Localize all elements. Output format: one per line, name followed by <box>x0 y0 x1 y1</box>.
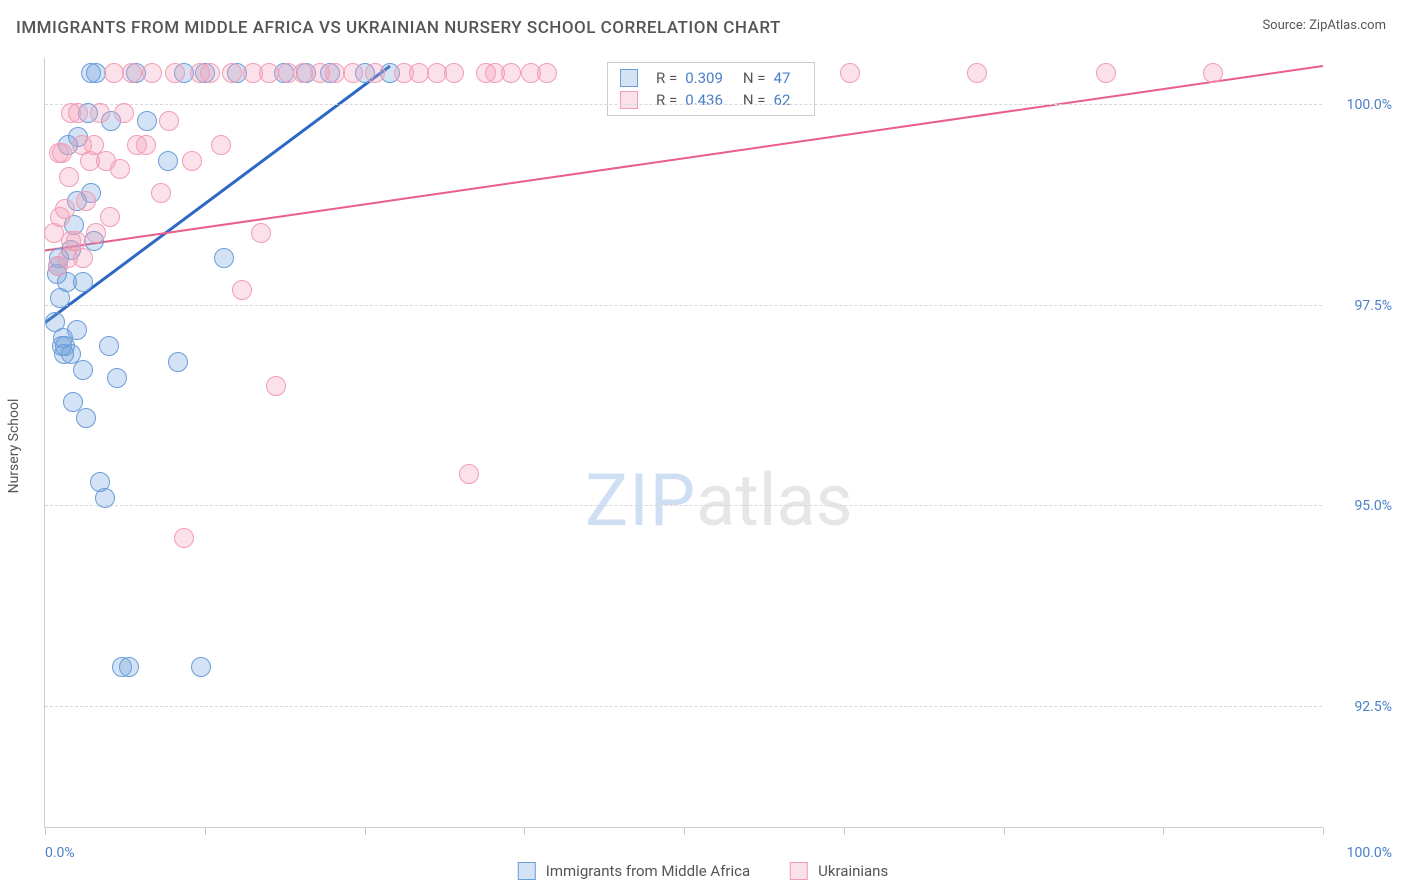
data-point <box>1096 63 1116 83</box>
data-point <box>1203 63 1223 83</box>
stat-r-label: R = <box>656 91 677 109</box>
trend-lines-svg <box>45 58 1323 828</box>
x-tick <box>205 827 206 835</box>
stat-n-value: 47 <box>774 69 791 87</box>
grid-line <box>45 104 1322 105</box>
data-point <box>68 103 88 123</box>
data-point <box>191 657 211 677</box>
x-tick <box>365 827 366 835</box>
data-point <box>122 63 142 83</box>
source-attribution: Source: ZipAtlas.com <box>1262 18 1386 33</box>
data-point <box>537 63 557 83</box>
stats-row: R = 0.436 N = 62 <box>620 89 802 111</box>
data-point <box>90 103 110 123</box>
legend-label: Ukrainians <box>818 862 888 880</box>
data-point <box>137 111 157 131</box>
data-point <box>365 63 385 83</box>
legend-item: Immigrants from Middle Africa <box>518 862 750 880</box>
data-point <box>73 360 93 380</box>
data-point <box>73 248 93 268</box>
grid-line <box>45 305 1322 306</box>
bottom-legend: Immigrants from Middle Africa Ukrainians <box>518 862 888 880</box>
stat-r-label: R = <box>656 69 677 87</box>
data-point <box>214 248 234 268</box>
data-point <box>251 223 271 243</box>
legend-swatch <box>790 862 808 880</box>
scatter-plot-area: ZIPatlas R =0.309N =47R =0.436N =62 92.5… <box>44 58 1322 828</box>
stat-n-label: N = <box>743 69 766 87</box>
data-point <box>343 63 363 83</box>
grid-line <box>45 706 1322 707</box>
data-point <box>211 135 231 155</box>
data-point <box>52 143 72 163</box>
data-point <box>159 111 179 131</box>
x-tick <box>844 827 845 835</box>
stat-n-value: 62 <box>774 91 791 109</box>
x-tick <box>524 827 525 835</box>
data-point <box>136 135 156 155</box>
y-tick-label: 92.5% <box>1332 699 1392 715</box>
data-point <box>76 408 96 428</box>
data-point <box>222 63 242 83</box>
data-point <box>967 63 987 83</box>
data-point <box>114 103 134 123</box>
stat-n-label: N = <box>743 91 766 109</box>
y-tick-label: 100.0% <box>1332 97 1392 113</box>
data-point <box>158 151 178 171</box>
legend-label: Immigrants from Middle Africa <box>546 862 750 880</box>
legend-swatch <box>620 91 638 109</box>
data-point <box>501 63 521 83</box>
stat-r-value: 0.309 <box>685 69 723 87</box>
y-tick-label: 95.0% <box>1332 498 1392 514</box>
x-tick <box>45 827 46 835</box>
data-point <box>168 352 188 372</box>
data-point <box>182 151 202 171</box>
source-name: ZipAtlas.com <box>1309 18 1386 33</box>
data-point <box>73 272 93 292</box>
data-point <box>232 280 252 300</box>
legend-swatch <box>620 69 638 87</box>
x-tick <box>1323 827 1324 835</box>
data-point <box>444 63 464 83</box>
data-point <box>86 223 106 243</box>
data-point <box>100 207 120 227</box>
y-axis-label: Nursery School <box>6 399 22 494</box>
source-label: Source: <box>1262 18 1305 33</box>
data-point <box>95 488 115 508</box>
data-point <box>55 199 75 219</box>
x-tick <box>1004 827 1005 835</box>
legend-swatch <box>518 862 536 880</box>
data-point <box>200 63 220 83</box>
chart-title: IMMIGRANTS FROM MIDDLE AFRICA VS UKRAINI… <box>16 18 781 38</box>
x-tick-label: 100.0% <box>1332 845 1392 861</box>
data-point <box>99 336 119 356</box>
data-point <box>165 63 185 83</box>
x-tick <box>1163 827 1164 835</box>
data-point <box>259 63 279 83</box>
data-point <box>840 63 860 83</box>
data-point <box>110 159 130 179</box>
correlation-stats-box: R = 0.309 N = 47 R = 0.436 N = 62 <box>607 62 815 116</box>
data-point <box>151 183 171 203</box>
x-tick-label: 0.0% <box>45 845 75 861</box>
grid-line <box>45 505 1322 506</box>
legend-item: Ukrainians <box>790 862 888 880</box>
data-point <box>119 657 139 677</box>
data-point <box>67 320 87 340</box>
y-tick-label: 97.5% <box>1332 298 1392 314</box>
data-point <box>59 167 79 187</box>
data-point <box>76 191 96 211</box>
data-point <box>266 376 286 396</box>
data-point <box>107 368 127 388</box>
data-point <box>142 63 162 83</box>
data-point <box>459 464 479 484</box>
stat-r-value: 0.436 <box>685 91 723 109</box>
data-point <box>174 528 194 548</box>
x-tick <box>684 827 685 835</box>
stats-row: R = 0.309 N = 47 <box>620 67 802 89</box>
